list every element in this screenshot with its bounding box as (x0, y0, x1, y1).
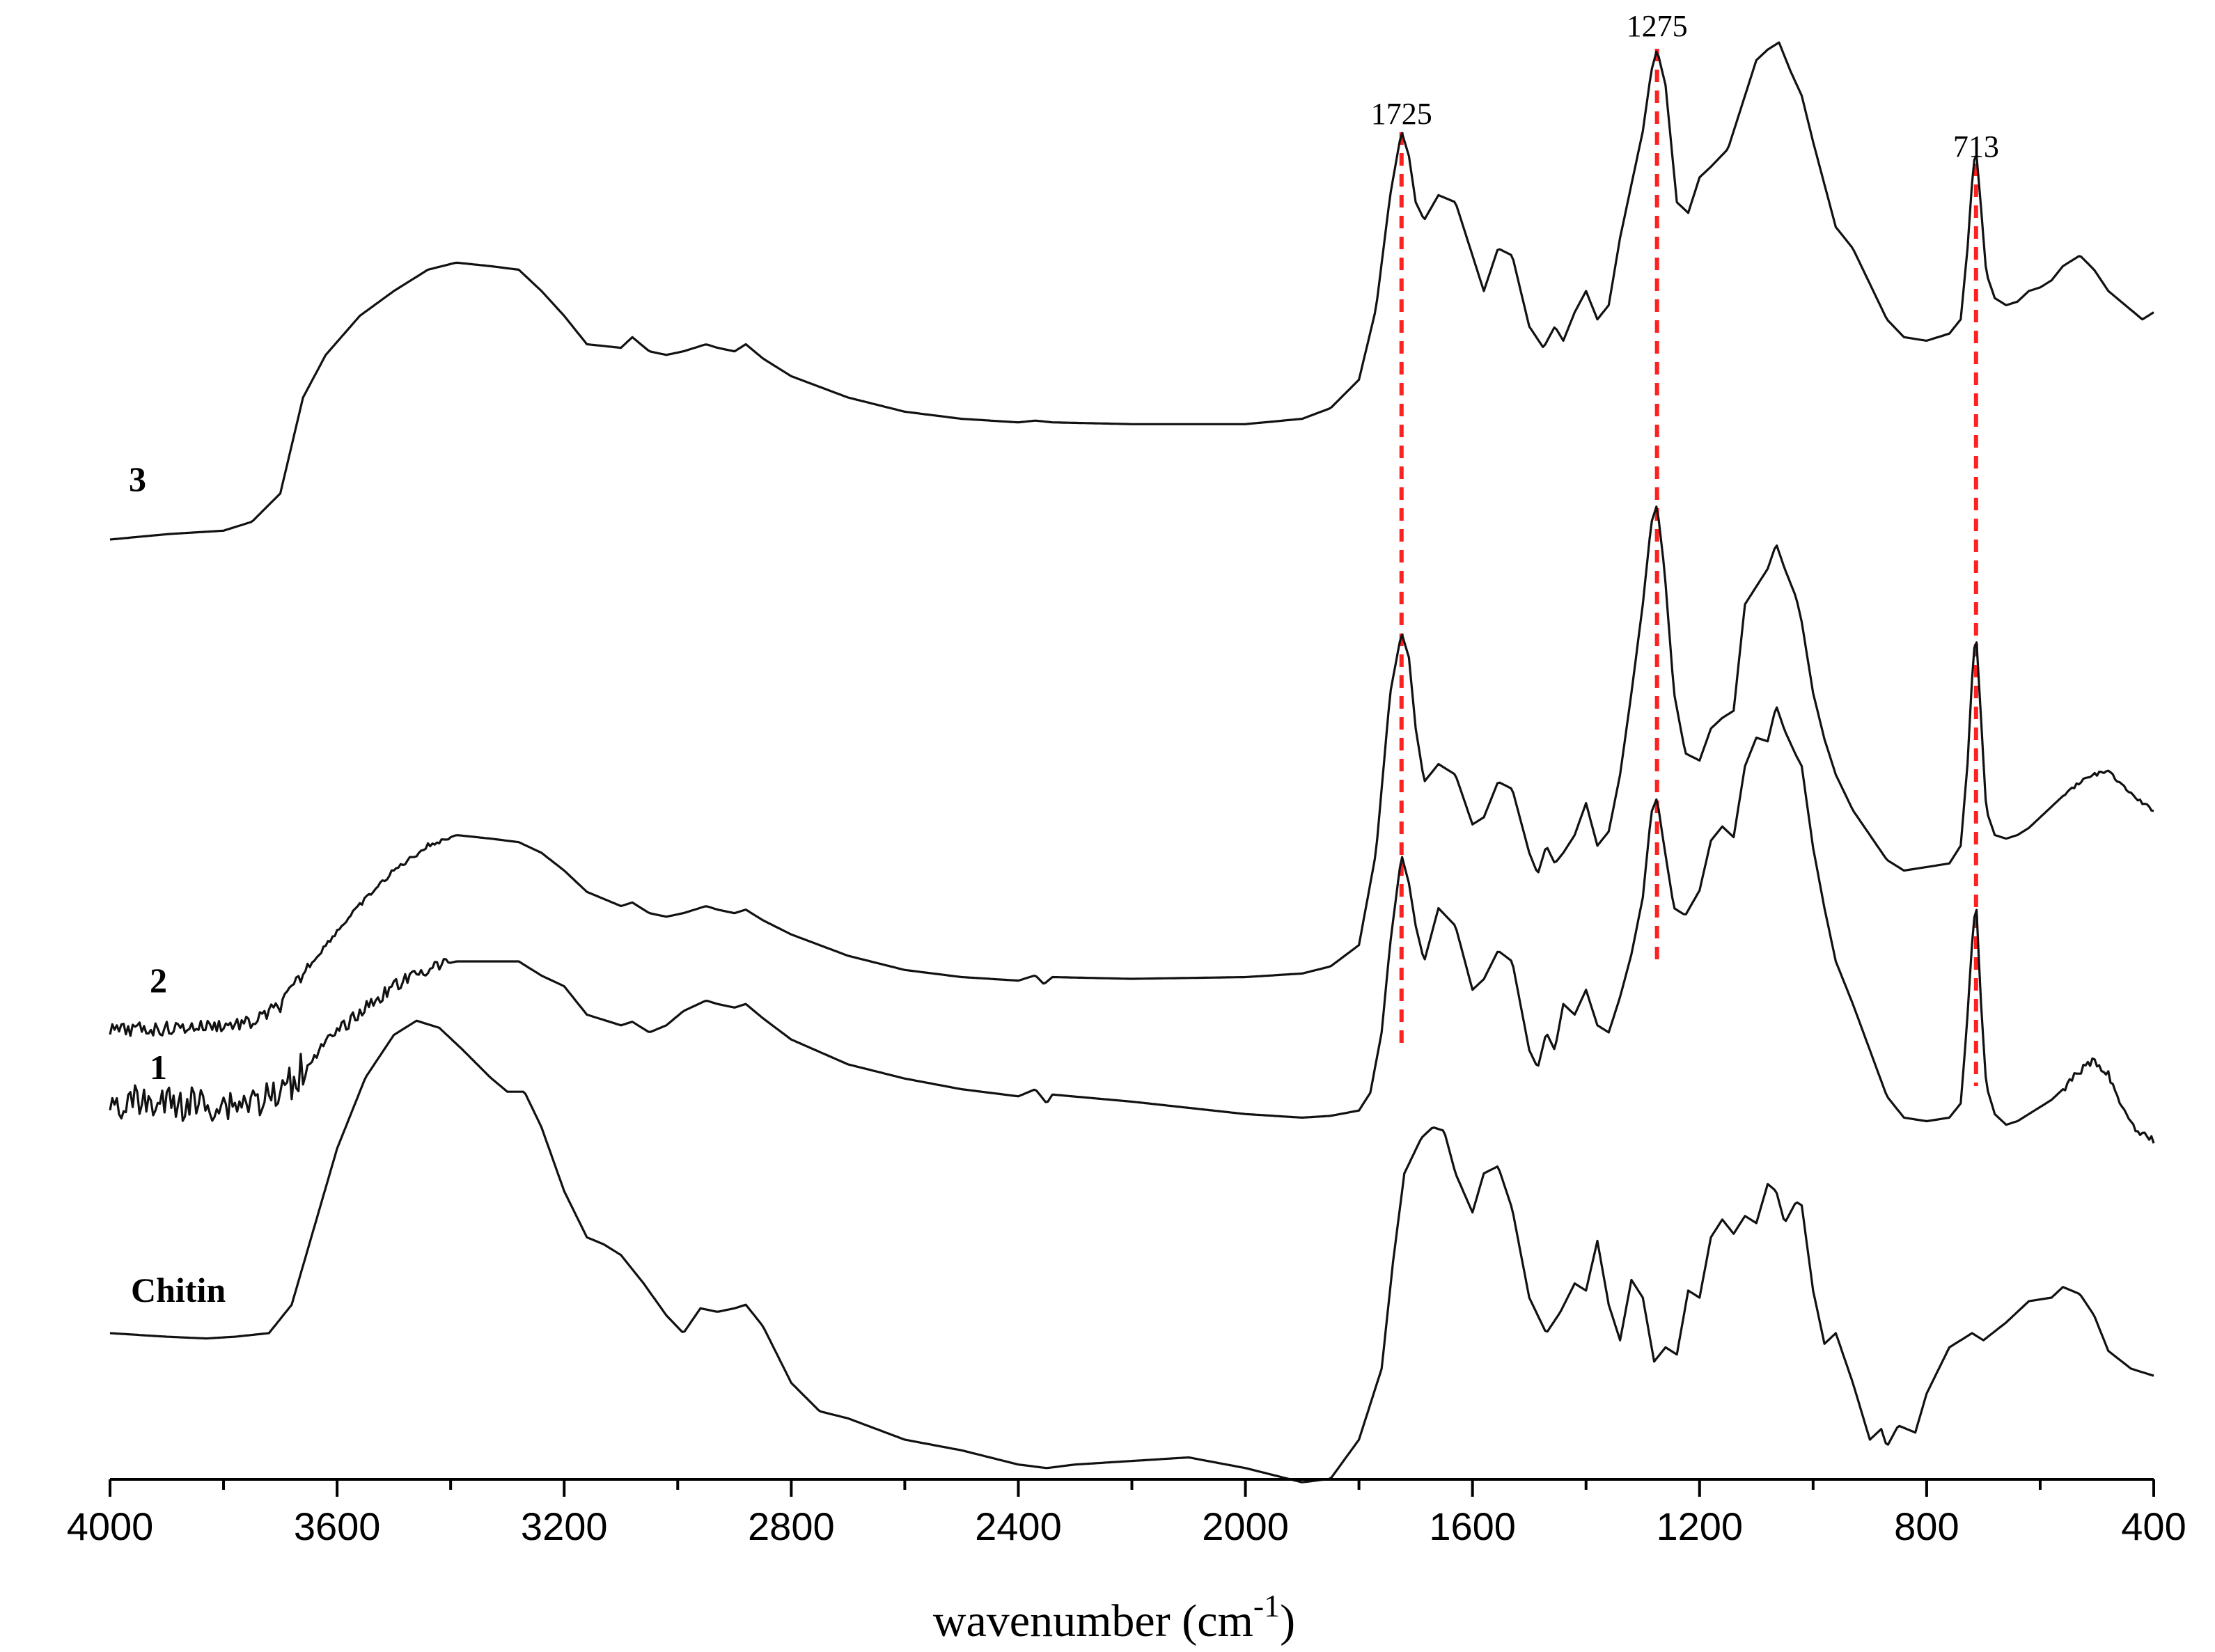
reference-lines (1399, 49, 1978, 1086)
x-tick-label-1200: 1200 (1656, 1504, 1743, 1548)
x-tick-label-800: 800 (1894, 1504, 1959, 1548)
spectra-traces (109, 41, 2155, 1484)
x-tick-label-3200: 3200 (521, 1504, 608, 1548)
x-axis-label-exponent: -1 (1253, 1588, 1280, 1623)
series-line-1 (109, 706, 2155, 1144)
series-label-1: 1 (150, 1048, 167, 1087)
x-tick-label-3600: 3600 (294, 1504, 381, 1548)
x-axis-label: wavenumber (cm-1) (933, 1588, 1295, 1646)
x-axis: 4000 3600 3200 2800 2400 2000 1600 1200 800 400 (67, 1478, 2186, 1548)
peak-label-1275: 1275 (1627, 9, 1688, 43)
x-axis-ticks: 4000 3600 3200 2800 2400 2000 1600 1200 800 400 (67, 1479, 2186, 1548)
x-tick-label-400: 400 (2121, 1504, 2186, 1548)
x-tick-label-4000: 4000 (67, 1504, 154, 1548)
series-label-2: 2 (150, 961, 167, 1000)
series-line-2 (109, 505, 2154, 1037)
x-axis-label-close: ) (1280, 1596, 1295, 1646)
series-line-3 (109, 41, 2154, 541)
series-label-3: 3 (129, 459, 146, 498)
series-label-chitin: Chitin (131, 1271, 226, 1309)
x-tick-label-2400: 2400 (975, 1504, 1062, 1548)
series-labels: 3 2 1 Chitin (129, 459, 226, 1309)
x-tick-label-1600: 1600 (1429, 1504, 1516, 1548)
peak-label-1725: 1725 (1371, 97, 1432, 131)
x-axis-label-unit: (cm (1182, 1596, 1253, 1646)
peak-label-713: 713 (1953, 129, 1999, 164)
series-line-chitin (109, 1019, 2154, 1484)
x-axis-label-text: wavenumber (933, 1596, 1171, 1646)
peak-labels: 1725 1275 713 (1371, 9, 1999, 164)
x-tick-label-2800: 2800 (748, 1504, 835, 1548)
x-tick-label-2000: 2000 (1202, 1504, 1289, 1548)
